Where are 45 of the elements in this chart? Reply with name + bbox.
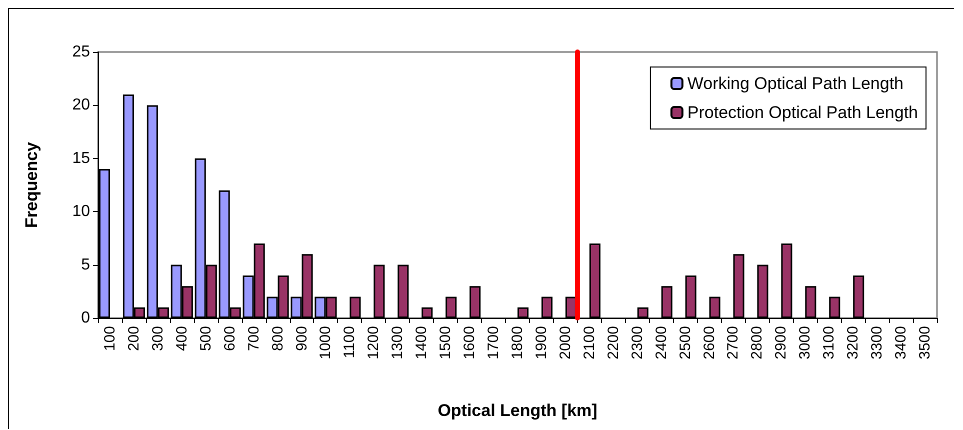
x-tick-label: 3400 [892,326,910,360]
x-tick-label: 1800 [509,326,526,360]
x-tick-label: 2400 [652,326,670,360]
x-tick-label: 1500 [437,326,454,360]
x-tick-label: 800 [269,326,286,352]
x-tick-label: 700 [245,326,262,352]
x-tick-label: 2200 [604,326,622,360]
x-tick-label: 100 [101,326,118,352]
x-tick-label: 600 [221,326,238,352]
x-tick-label: 2500 [676,326,694,360]
x-tick-label: 1300 [389,326,406,360]
x-tick-label: 2300 [628,326,646,360]
x-tick-label: 2600 [700,326,718,360]
y-tick-label: 15 [72,150,90,167]
x-axis-title: Optical Length [km] [438,401,598,420]
x-tick-label: 1400 [413,326,430,360]
x-tick-label: 400 [173,326,190,352]
x-tick-label: 2800 [748,326,766,360]
x-tick-label: 1600 [461,326,478,360]
y-tick-label: 20 [72,96,90,114]
x-tick-label: 3500 [916,326,934,360]
y-axis-title: Frequency [22,141,41,228]
y-tick-label: 10 [72,203,90,220]
x-tick-label: 2900 [772,326,790,360]
x-tick-label: 3100 [820,326,838,360]
x-tick-label: 500 [197,326,214,352]
legend-label: Working Optical Path Length [687,74,904,93]
x-tick-label: 2100 [580,326,598,360]
x-tick-label: 3200 [844,326,862,360]
x-tick-label: 900 [293,326,310,352]
y-tick-label: 5 [81,256,90,274]
x-tick-label: 2700 [724,326,742,360]
x-tick-label: 3300 [868,326,886,360]
x-tick-label: 3000 [796,326,814,360]
x-tick-label: 2000 [556,326,574,360]
x-tick-label: 1100 [341,326,358,358]
y-tick-label: 25 [72,44,90,60]
x-tick-label: 1900 [532,326,550,360]
legend-label: Protection Optical Path Length [687,103,918,122]
x-tick-label: 200 [125,326,142,352]
y-tick-label: 0 [81,310,90,326]
x-tick-label: 1200 [365,326,382,360]
x-tick-label: 1000 [317,326,334,360]
x-tick-label: 300 [149,326,166,352]
x-tick-label: 1700 [485,326,502,360]
